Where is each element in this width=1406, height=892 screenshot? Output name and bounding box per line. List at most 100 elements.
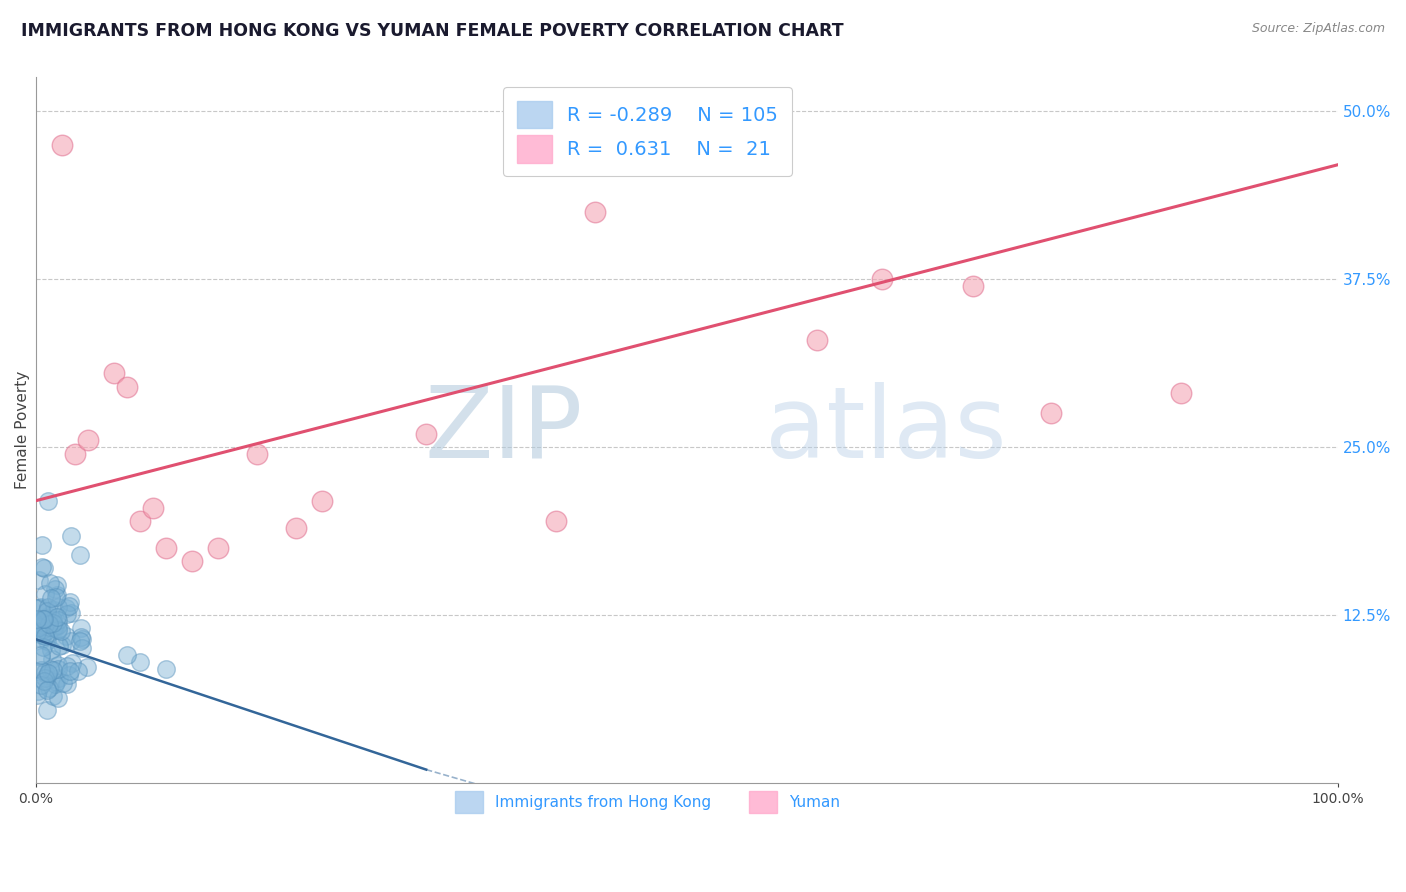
Point <box>38 620 60 634</box>
Point <box>63 447 86 461</box>
Point <box>46 578 69 592</box>
Point <box>870 272 893 286</box>
Point <box>34 611 56 625</box>
Point <box>1170 386 1192 401</box>
Point <box>38 662 60 676</box>
Point <box>30 600 52 615</box>
Legend: Immigrants from Hong Kong, Yuman: Immigrants from Hong Kong, Yuman <box>443 779 852 825</box>
Point <box>115 379 138 393</box>
Point <box>31 559 53 574</box>
Point <box>30 678 52 692</box>
Point <box>46 609 69 624</box>
Point <box>59 664 82 678</box>
Point <box>155 541 177 555</box>
Point <box>27 620 49 634</box>
Point <box>55 601 77 615</box>
Point <box>59 594 82 608</box>
Point <box>44 677 66 691</box>
Point <box>46 623 69 637</box>
Text: ZIP: ZIP <box>425 382 582 479</box>
Point <box>38 617 60 632</box>
Point <box>25 601 48 615</box>
Point <box>60 528 83 542</box>
Point <box>56 659 79 673</box>
Point <box>51 137 73 152</box>
Point <box>34 671 56 685</box>
Point <box>44 582 66 596</box>
Point <box>37 666 59 681</box>
Point <box>31 615 53 630</box>
Point <box>38 681 60 695</box>
Point <box>56 607 79 622</box>
Point <box>35 668 58 682</box>
Point <box>51 624 73 639</box>
Point <box>42 613 65 627</box>
Point <box>35 682 58 697</box>
Point <box>41 652 63 666</box>
Point <box>25 622 48 636</box>
Point <box>30 663 52 677</box>
Point <box>31 628 53 642</box>
Point <box>415 426 437 441</box>
Point <box>246 447 269 461</box>
Point <box>44 621 66 635</box>
Point <box>31 632 53 647</box>
Point <box>39 643 62 657</box>
Point <box>128 514 150 528</box>
Point <box>42 616 65 631</box>
Point <box>46 588 69 602</box>
Point <box>546 514 568 528</box>
Point <box>35 633 58 648</box>
Point <box>59 633 82 648</box>
Point <box>1040 406 1063 420</box>
Point <box>39 576 62 591</box>
Point <box>46 622 69 636</box>
Point <box>70 640 93 655</box>
Point <box>30 648 52 662</box>
Point <box>60 606 83 620</box>
Point <box>37 599 59 614</box>
Point <box>46 613 69 627</box>
Point <box>32 623 55 637</box>
Point <box>45 674 67 689</box>
Point <box>28 665 51 679</box>
Point <box>56 677 79 691</box>
Point <box>28 613 51 627</box>
Point <box>44 620 66 634</box>
Text: Source: ZipAtlas.com: Source: ZipAtlas.com <box>1251 22 1385 36</box>
Point <box>58 667 80 681</box>
Point <box>31 619 53 633</box>
Point <box>76 660 98 674</box>
Point <box>34 665 56 680</box>
Point <box>32 560 55 574</box>
Point <box>962 278 984 293</box>
Point <box>32 640 55 654</box>
Point <box>42 690 65 704</box>
Point <box>70 621 93 635</box>
Point <box>128 655 150 669</box>
Point <box>34 587 56 601</box>
Point <box>25 688 48 702</box>
Point <box>46 657 69 672</box>
Point <box>51 638 73 652</box>
Point <box>27 683 49 698</box>
Point <box>69 549 91 563</box>
Point <box>58 599 80 613</box>
Point <box>70 632 93 646</box>
Point <box>48 640 70 654</box>
Point <box>34 611 56 625</box>
Point <box>46 691 69 706</box>
Point <box>37 493 59 508</box>
Point <box>55 629 77 643</box>
Point <box>37 627 59 641</box>
Point <box>48 671 70 685</box>
Point <box>155 662 177 676</box>
Point <box>103 366 125 380</box>
Point <box>32 611 55 625</box>
Point <box>70 631 93 645</box>
Point <box>31 538 53 552</box>
Point <box>180 554 202 568</box>
Point <box>42 663 65 677</box>
Point <box>69 633 91 648</box>
Point <box>311 493 333 508</box>
